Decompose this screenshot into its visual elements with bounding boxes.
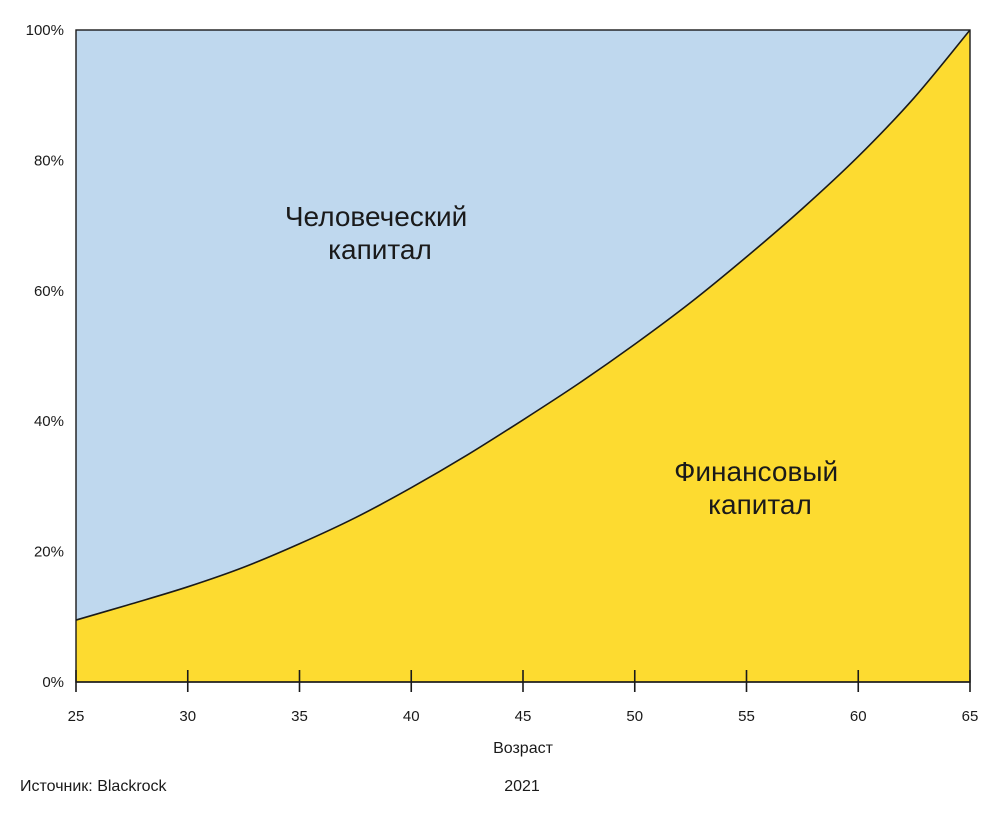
- y-tick-label: 60%: [34, 283, 64, 300]
- y-tick-label: 80%: [34, 152, 64, 169]
- y-tick-label: 20%: [34, 544, 64, 561]
- x-tick-label: 25: [68, 708, 85, 725]
- y-axis: 0% 20% 40% 60% 80% 100%: [26, 22, 64, 691]
- area-label-financial-capital: Финансовый капитал: [674, 456, 846, 520]
- y-tick-label: 100%: [26, 22, 64, 39]
- x-tick-label: 30: [179, 708, 196, 725]
- year-note: 2021: [504, 778, 540, 795]
- area-label-human-capital: Человеческий капитал: [285, 201, 475, 265]
- x-tick-label: 40: [403, 708, 420, 725]
- area-label-financial-line-1: Финансовый: [674, 456, 838, 487]
- x-tick-label: 60: [850, 708, 867, 725]
- source-note: Источник: Blackrock: [20, 778, 168, 795]
- x-axis: 25 30 35 40 45 50 55 60 65: [68, 670, 979, 725]
- area-human-capital: [76, 30, 970, 621]
- area-label-financial-line-2: капитал: [708, 489, 812, 520]
- area-financial-capital: [76, 30, 970, 682]
- boundary-line: [75, 29, 971, 621]
- x-axis-title: Возраст: [493, 740, 554, 757]
- y-tick-label: 0%: [42, 674, 64, 691]
- area-label-human-line-1: Человеческий: [285, 201, 467, 232]
- x-tick-label: 50: [626, 708, 643, 725]
- y-tick-label: 40%: [34, 413, 64, 430]
- x-tick-label: 45: [515, 708, 532, 725]
- x-tick-label: 65: [962, 708, 979, 725]
- x-tick-label: 35: [291, 708, 308, 725]
- area-label-human-line-2: капитал: [328, 234, 432, 265]
- x-tick-label: 55: [738, 708, 755, 725]
- plot-area: [75, 29, 971, 683]
